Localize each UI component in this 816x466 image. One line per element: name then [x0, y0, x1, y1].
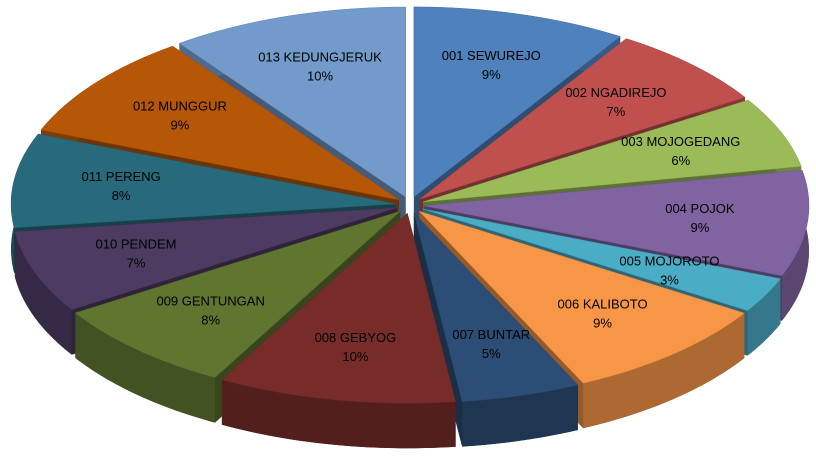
slice-wall — [583, 313, 745, 429]
slice-wall — [14, 231, 72, 355]
slice-value-label: 6% — [671, 153, 690, 168]
slice-top — [14, 207, 397, 310]
slice-value-label: 8% — [201, 312, 220, 327]
slice-value-label: 10% — [307, 68, 333, 83]
slice-value-label: 9% — [171, 117, 190, 132]
slice-label: 003 MOJOGEDANG — [621, 134, 740, 149]
slice-wall — [75, 312, 215, 423]
slice-value-label: 9% — [482, 67, 501, 82]
slice-top — [418, 210, 745, 384]
slice-value-label: 5% — [482, 346, 501, 361]
slice-top — [178, 6, 406, 198]
slice-value-label: 3% — [660, 272, 679, 287]
slice-label: 006 KALIBOTO — [558, 296, 648, 311]
slice-label: 008 GEBYOG — [315, 330, 397, 345]
slice-value-label: 7% — [607, 104, 626, 119]
slice-top — [422, 208, 781, 311]
slice-top — [423, 169, 810, 277]
slice-top — [422, 99, 802, 203]
slice-top — [413, 212, 579, 402]
slice-label: 011 PERENG — [81, 169, 160, 184]
slice-label: 012 MUNGGUR — [133, 98, 227, 113]
slice-label: 007 BUNTAR — [452, 327, 530, 342]
slice-label: 002 NGADIREJO — [565, 85, 666, 100]
slice-label: 009 GENTUNGAN — [156, 293, 264, 308]
slice-wall — [462, 384, 578, 447]
slice-top — [413, 6, 621, 198]
slice-value-label: 8% — [112, 188, 131, 203]
slice-wall — [747, 278, 781, 356]
slice — [413, 212, 579, 447]
slice-value-label: 7% — [127, 256, 146, 271]
slice-value-label: 10% — [342, 349, 368, 364]
slice-value-label: 9% — [691, 220, 710, 235]
slice-top — [419, 38, 746, 200]
slice-top — [221, 212, 456, 404]
slice-label: 004 POJOK — [665, 201, 735, 216]
slice-value-label: 9% — [593, 315, 612, 330]
slice-label: 013 KEDUNGJERUK — [258, 49, 382, 64]
slice-top — [10, 133, 397, 229]
slice-top — [74, 210, 401, 378]
slice-label: 001 SEWUREJO — [442, 48, 541, 63]
slice — [221, 212, 456, 449]
slice-wall — [221, 379, 456, 449]
slice-top — [40, 45, 400, 201]
slice-label: 010 PENDEM — [96, 237, 177, 252]
slice-label: 005 MOJOROTO — [619, 253, 719, 268]
